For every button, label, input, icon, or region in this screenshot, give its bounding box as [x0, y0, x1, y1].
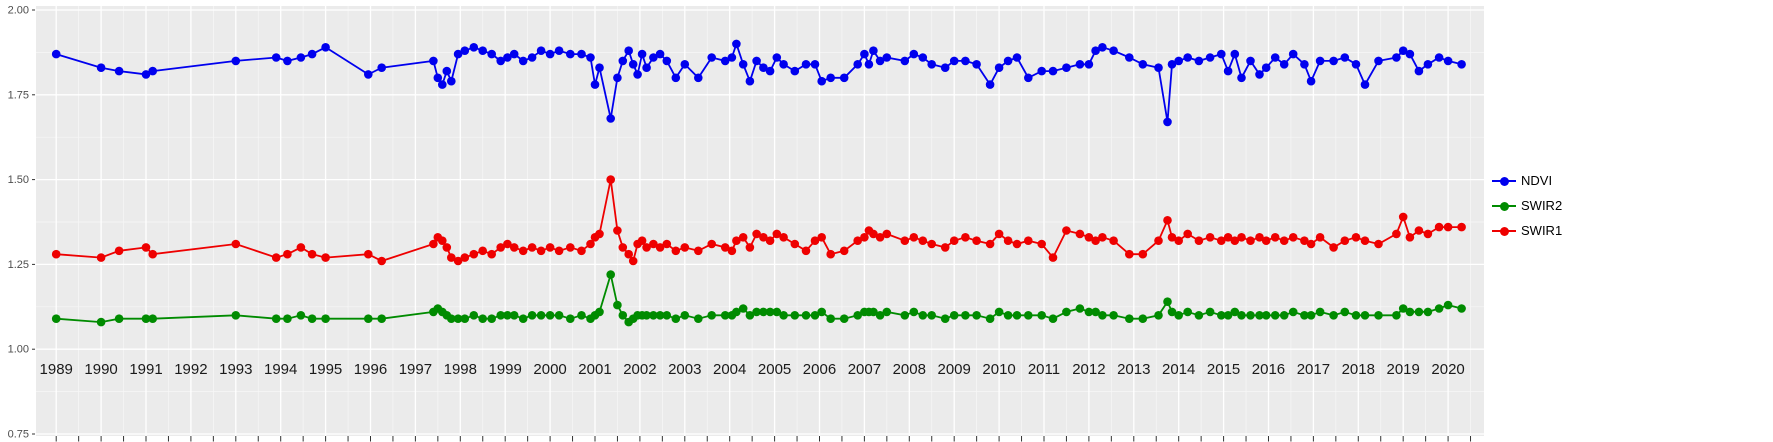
series-swir1 [51, 175, 1466, 266]
x-tick-label: 2007 [848, 361, 881, 378]
x-tick-label: 2008 [893, 361, 926, 378]
gridlines [36, 6, 1484, 436]
y-tick-label: 2.00 [8, 5, 29, 17]
x-tick-label: 2016 [1252, 361, 1285, 378]
x-axis: 1989 1990 1991 1992 1993 1994 1995 1996 1997 1998… [40, 361, 1472, 442]
x-tick-label: 2020 [1431, 361, 1464, 378]
y-tick-label: 1.00 [8, 344, 29, 356]
x-tick-label: 2018 [1342, 361, 1375, 378]
legend-label-swir2: SWIR2 [1521, 198, 1563, 213]
x-tick-label: 1998 [444, 361, 477, 378]
legend-item-swir2[interactable]: SWIR2 [1492, 197, 1562, 215]
x-tick-label: 2014 [1162, 361, 1195, 378]
x-tick-label: 2012 [1072, 361, 1105, 378]
x-tick-label: 1989 [40, 361, 73, 378]
x-tick-label: 1999 [489, 361, 522, 378]
x-tick-label: 1995 [309, 361, 342, 378]
x-tick-label: 2015 [1207, 361, 1240, 378]
x-tick-label: 2013 [1117, 361, 1150, 378]
x-tick-label: 2010 [982, 361, 1015, 378]
x-tick-label: 1990 [84, 361, 117, 378]
x-tick-label: 2004 [713, 361, 746, 378]
y-tick-label: 1.75 [8, 89, 29, 101]
legend-label-ndvi: NDVI [1521, 173, 1553, 188]
x-tick-label: 1996 [354, 361, 387, 378]
x-tick-label: 2001 [578, 361, 611, 378]
x-tick-label: 2009 [938, 361, 971, 378]
x-tick-label: 2011 [1028, 361, 1060, 378]
x-tick-label: 1992 [174, 361, 207, 378]
y-tick-label: 1.25 [8, 259, 29, 271]
y-axis: 2.00 1.75 1.50 1.25 1.00 0.75 [8, 5, 35, 441]
x-tick-label: 2019 [1386, 361, 1419, 378]
x-tick-label: 2003 [668, 361, 701, 378]
legend-label-swir1: SWIR1 [1521, 223, 1563, 238]
swir1-legend-key-icon [1492, 223, 1516, 239]
x-tick-label: 2006 [803, 361, 836, 378]
series-swir2 [51, 270, 1466, 327]
x-tick-label: 2017 [1297, 361, 1330, 378]
y-tick-label: 0.75 [8, 429, 29, 441]
legend-item-swir1[interactable]: SWIR1 [1492, 222, 1562, 240]
x-tick-label: 1993 [219, 361, 252, 378]
x-tick-label: 2005 [758, 361, 791, 378]
series-ndvi [51, 39, 1466, 127]
y-tick-label: 1.50 [8, 174, 29, 186]
swir2-legend-key-icon [1492, 198, 1516, 214]
legend: NDVI SWIR2 SWIR1 [1492, 172, 1562, 240]
ndvi-legend-key-icon [1492, 173, 1516, 189]
x-tick-label: 1991 [129, 361, 162, 378]
x-tick-label: 1997 [399, 361, 432, 378]
legend-item-ndvi[interactable]: NDVI [1492, 172, 1562, 190]
x-tick-label: 1994 [264, 361, 297, 378]
x-tick-label: 2000 [533, 361, 566, 378]
x-tick-label: 2002 [623, 361, 656, 378]
